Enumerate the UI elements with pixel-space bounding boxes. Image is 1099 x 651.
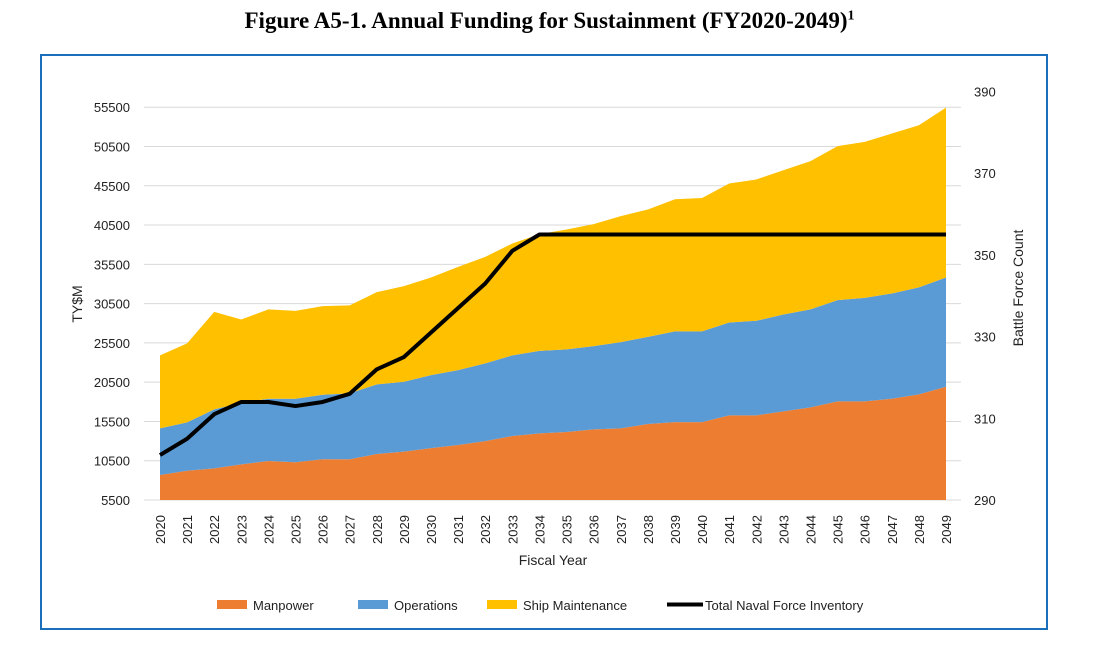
x-tick-label: 2038 (641, 515, 656, 544)
legend-item: Operations (358, 598, 458, 613)
x-tick-label: 2042 (749, 515, 764, 544)
x-tick-label: 2027 (343, 515, 358, 544)
x-tick-label: 2035 (560, 515, 575, 544)
y-tick-label: 45500 (94, 179, 130, 194)
x-tick-label: 2021 (180, 515, 195, 544)
legend-label: Manpower (253, 598, 314, 613)
x-tick-label: 2023 (234, 515, 249, 544)
stacked-areas (160, 107, 946, 500)
legend-label: Total Naval Force Inventory (705, 598, 864, 613)
x-tick-label: 2025 (289, 515, 304, 544)
y-tick-label: 50500 (94, 139, 130, 154)
legend-swatch (487, 600, 517, 609)
x-tick-label: 2024 (261, 515, 276, 544)
line-series (158, 232, 946, 457)
x-tick-label: 2036 (587, 515, 602, 544)
y2-tick-label: 310 (974, 411, 996, 426)
y-tick-label: 40500 (94, 218, 130, 233)
y-tick-label: 55500 (94, 100, 130, 115)
x-tick-label: 2022 (207, 515, 222, 544)
x-tick-label: 2030 (424, 515, 439, 544)
y2-tick-label: 370 (974, 166, 996, 181)
legend-swatch (358, 600, 388, 609)
y2-axis-label: Battle Force Count (1010, 230, 1026, 347)
axes: 5500 10500 15500 20500 25500 30500 35500 40500 4… (94, 85, 996, 545)
y-tick-label: 20500 (94, 375, 130, 390)
x-tick-label: 2032 (478, 515, 493, 544)
x-tick-label: 2039 (668, 515, 683, 544)
y-tick-label: 15500 (94, 414, 130, 429)
legend-label: Ship Maintenance (523, 598, 627, 613)
y-tick-label: 10500 (94, 454, 130, 469)
y-tick-label: 25500 (94, 336, 130, 351)
x-tick-label: 2048 (912, 515, 927, 544)
y2-tick-label: 350 (974, 248, 996, 263)
x-axis-label: Fiscal Year (519, 552, 588, 568)
x-tick-label: 2026 (316, 515, 331, 544)
y-axis-label: TY$M (69, 285, 85, 322)
area-operations (160, 277, 946, 476)
legend-item: Manpower (217, 598, 314, 613)
x-tick-label: 2028 (370, 515, 385, 544)
x-tick-label: 2034 (532, 515, 547, 544)
figure-title: Figure A5-1. Annual Funding for Sustainm… (0, 8, 1099, 34)
chart-frame (40, 54, 1048, 630)
legend-swatch (217, 600, 247, 609)
legend: Manpower Operations Ship Maintenance Total … (217, 598, 864, 613)
area-ship-maintenance (160, 107, 946, 429)
legend-label: Operations (394, 598, 458, 613)
x-tick-label: 2044 (803, 515, 818, 544)
y2-tick-label: 290 (974, 493, 996, 508)
legend-item: Total Naval Force Inventory (667, 598, 864, 613)
figure-title-text: Figure A5-1. Annual Funding for Sustainm… (244, 8, 848, 33)
legend-item: Ship Maintenance (487, 598, 627, 613)
y2-tick-label: 390 (974, 85, 996, 100)
x-tick-label: 2045 (831, 515, 846, 544)
y-tick-label: 30500 (94, 297, 130, 312)
x-tick-label: 2020 (153, 515, 168, 544)
x-tick-label: 2041 (722, 515, 737, 544)
x-tick-label: 2046 (858, 515, 873, 544)
x-tick-label: 2029 (397, 515, 412, 544)
x-tick-label: 2043 (776, 515, 791, 544)
x-tick-label: 2031 (451, 515, 466, 544)
title-footnote: 1 (847, 8, 855, 24)
y-tick-label: 5500 (101, 493, 130, 508)
x-tick-label: 2033 (505, 515, 520, 544)
area-manpower (160, 386, 946, 500)
x-tick-label: 2040 (695, 515, 710, 544)
line-total-naval-force-inventory (158, 232, 946, 457)
y-tick-label: 35500 (94, 257, 130, 272)
x-tick-label: 2049 (939, 515, 954, 544)
x-tick-label: 2047 (885, 515, 900, 544)
x-tick-label: 2037 (614, 515, 629, 544)
y2-tick-label: 330 (974, 330, 996, 345)
